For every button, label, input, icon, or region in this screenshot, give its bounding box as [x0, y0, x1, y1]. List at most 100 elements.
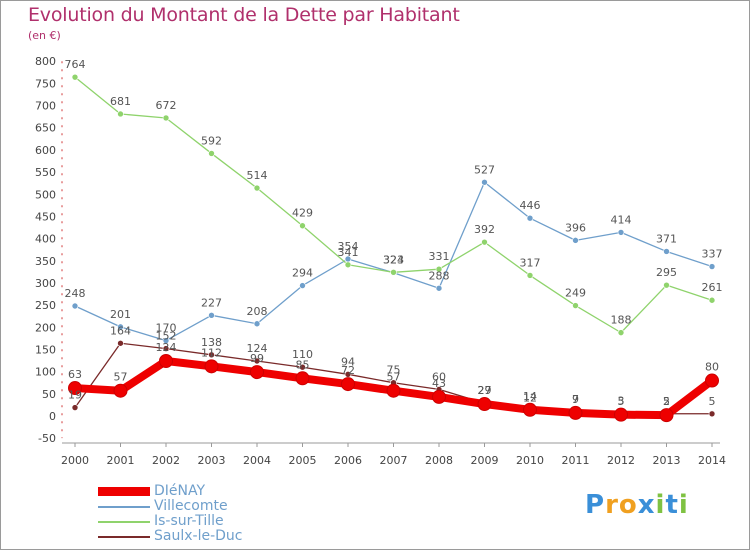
- legend-label: Villecomte: [154, 498, 228, 514]
- y-tick-label: 500: [35, 188, 56, 201]
- data-point: [386, 383, 401, 398]
- data-point: [432, 389, 446, 404]
- x-tick-label: 2008: [425, 454, 453, 467]
- data-label: 414: [611, 213, 632, 226]
- logo-letter: x: [637, 490, 656, 520]
- data-label: 152: [156, 330, 177, 343]
- data-point: [253, 184, 261, 192]
- data-point: [250, 365, 264, 380]
- data-point: [705, 373, 719, 388]
- legend-swatch: [98, 487, 150, 496]
- data-label: 72: [341, 364, 355, 377]
- data-point: [71, 302, 79, 310]
- data-point: [481, 178, 488, 186]
- chart-title: Evolution du Montant de la Dette par Hab…: [28, 4, 460, 26]
- data-point: [390, 269, 397, 276]
- data-point: [208, 351, 215, 359]
- x-tick-label: 2004: [243, 454, 271, 467]
- x-tick-label: 2005: [289, 454, 317, 467]
- data-point: [663, 248, 670, 255]
- data-label: 94: [341, 355, 355, 368]
- y-tick-label: 150: [35, 343, 56, 356]
- data-label: 27: [478, 384, 492, 397]
- data-label: 124: [247, 342, 268, 355]
- data-point: [341, 377, 355, 392]
- logo-letter: i: [655, 490, 666, 520]
- y-tick-label: 400: [35, 233, 56, 246]
- data-point: [523, 402, 537, 417]
- data-point: [162, 345, 170, 352]
- logo-letter: i: [678, 490, 689, 520]
- legend-swatch: [98, 505, 150, 508]
- data-label: 592: [201, 134, 222, 147]
- data-label: 12: [523, 392, 537, 405]
- data-label: 295: [656, 266, 677, 279]
- data-point: [617, 329, 625, 336]
- data-label: 124: [156, 341, 177, 354]
- data-point: [708, 263, 716, 270]
- data-label: 201: [110, 308, 131, 321]
- data-label: 85: [296, 358, 310, 371]
- data-label: 188: [611, 314, 632, 327]
- legend-item: Villecomte: [98, 499, 242, 514]
- x-tick-label: 2001: [107, 454, 135, 467]
- logo-letter: P: [585, 490, 606, 520]
- data-label: 14: [523, 390, 537, 403]
- x-tick-label: 2014: [698, 454, 726, 467]
- x-tick-label: 2000: [61, 454, 89, 467]
- legend-swatch: [98, 520, 150, 523]
- data-point: [71, 404, 79, 411]
- data-point: [117, 323, 124, 331]
- data-label: 324: [383, 253, 404, 266]
- data-label: 354: [338, 240, 359, 253]
- data-label: 29: [478, 384, 492, 397]
- data-label: 80: [705, 361, 719, 374]
- data-point: [481, 238, 488, 246]
- legend-item: Saulx-le-Duc: [98, 529, 242, 544]
- data-point: [435, 284, 443, 292]
- data-label: 764: [65, 58, 86, 71]
- data-label: 60: [432, 370, 446, 383]
- data-point: [708, 410, 716, 418]
- y-tick-label: 100: [35, 366, 56, 379]
- legend-swatch: [98, 535, 150, 538]
- x-tick-label: 2007: [380, 454, 408, 467]
- data-label: 19: [68, 389, 82, 402]
- data-label: 261: [702, 281, 723, 294]
- data-point: [659, 408, 674, 423]
- data-label: 337: [702, 248, 723, 261]
- x-tick-label: 2006: [334, 454, 362, 467]
- proxiti-logo: Proxiti: [585, 490, 689, 520]
- chart-legend: DIéNAY Villecomte Is-sur-Tille Saulx-le-Duc: [98, 484, 242, 544]
- chart-subtitle: (en €): [28, 29, 61, 42]
- x-tick-label: 2012: [607, 454, 635, 467]
- data-point: [477, 397, 492, 412]
- data-point: [299, 222, 306, 230]
- data-point: [572, 237, 579, 244]
- data-point: [295, 371, 310, 386]
- data-point: [113, 383, 128, 398]
- data-label: 208: [247, 305, 268, 318]
- data-point: [208, 312, 215, 319]
- legend-label: Saulx-le-Duc: [154, 528, 243, 544]
- data-label: 170: [156, 322, 177, 335]
- data-label: 9: [572, 393, 579, 406]
- data-label: 43: [432, 377, 446, 390]
- x-tick-label: 2013: [653, 454, 681, 467]
- data-point: [71, 73, 79, 81]
- data-label: 446: [520, 199, 541, 212]
- y-tick-label: 200: [35, 321, 56, 334]
- data-label: 527: [474, 163, 495, 176]
- data-label: 112: [201, 346, 222, 359]
- data-label: 514: [247, 169, 268, 182]
- data-label: 371: [656, 232, 677, 245]
- data-point: [159, 354, 173, 369]
- data-label: 429: [292, 207, 313, 220]
- y-tick-label: 750: [35, 77, 56, 90]
- y-tick-label: 550: [35, 166, 56, 179]
- logo-letter: o: [618, 490, 638, 520]
- logo-letter: r: [605, 490, 619, 520]
- legend-label: DIéNAY: [154, 483, 206, 499]
- data-label: 249: [565, 287, 586, 300]
